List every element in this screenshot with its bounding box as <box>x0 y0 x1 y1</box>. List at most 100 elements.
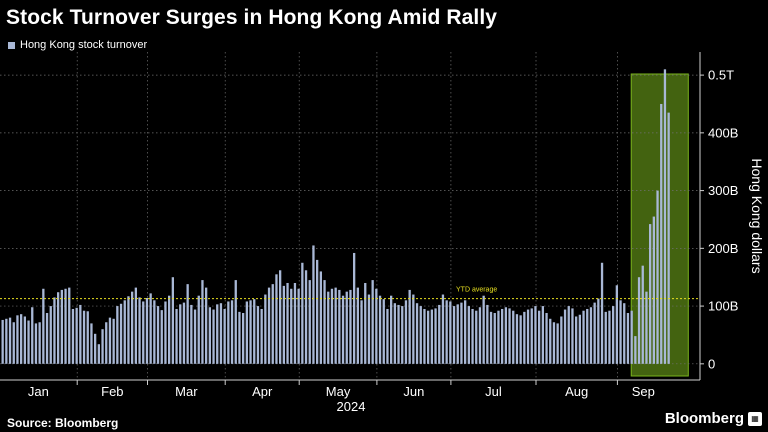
turnover-bar <box>430 309 433 364</box>
turnover-bar <box>182 302 186 364</box>
turnover-bar <box>94 333 97 364</box>
turnover-bar <box>530 308 533 364</box>
y-tick-label: 0.5T <box>708 68 734 83</box>
turnover-bar <box>504 307 507 364</box>
turnover-bar <box>338 289 341 364</box>
bloomberg-terminal-icon: ▦ <box>748 411 762 426</box>
turnover-bar <box>179 304 182 364</box>
turnover-bar <box>53 297 56 364</box>
turnover-bar <box>489 311 493 364</box>
turnover-bar <box>45 313 49 364</box>
turnover-bar <box>64 288 67 364</box>
brand-logo: Bloomberg ▦ <box>665 410 762 427</box>
turnover-bar <box>615 285 618 364</box>
turnover-bar <box>534 306 537 364</box>
turnover-bar <box>419 306 422 364</box>
turnover-bar <box>464 300 467 364</box>
turnover-bar <box>486 304 489 364</box>
turnover-bar <box>223 308 226 364</box>
turnover-bar <box>57 292 60 364</box>
turnover-bar <box>12 322 15 364</box>
turnover-bar <box>478 307 482 364</box>
turnover-bar <box>519 315 522 364</box>
turnover-bar <box>526 309 530 364</box>
turnover-bar <box>201 280 204 364</box>
turnover-bar <box>415 303 419 364</box>
turnover-bar <box>523 311 526 364</box>
turnover-bar <box>264 294 267 364</box>
turnover-bar <box>142 301 145 364</box>
turnover-bar <box>512 310 515 364</box>
turnover-bar <box>567 306 570 364</box>
turnover-bar <box>168 295 171 364</box>
turnover-bar <box>42 288 45 364</box>
turnover-bar <box>290 288 293 364</box>
turnover-bar <box>390 295 393 364</box>
turnover-bar <box>452 306 456 364</box>
turnover-bar <box>382 299 385 364</box>
turnover-bar <box>386 308 389 364</box>
ytd-average-label: YTD average <box>456 287 497 294</box>
turnover-bar <box>238 311 241 364</box>
x-year-label: 2024 <box>337 399 366 414</box>
x-month-label: May <box>326 384 351 399</box>
turnover-bar <box>608 310 611 364</box>
turnover-bar <box>249 300 252 364</box>
turnover-bar <box>571 308 574 364</box>
turnover-bar <box>308 280 311 364</box>
turnover-bar <box>652 216 655 364</box>
turnover-bar <box>356 287 359 364</box>
turnover-bar <box>475 310 478 364</box>
turnover-bar <box>190 304 193 364</box>
turnover-bar <box>245 301 248 364</box>
turnover-bar <box>582 310 585 364</box>
turnover-bar <box>549 318 552 364</box>
turnover-bar <box>134 287 137 364</box>
turnover-bar <box>586 308 589 364</box>
x-month-label: Jul <box>485 384 502 399</box>
turnover-bar <box>131 291 134 364</box>
turnover-bar <box>334 287 337 364</box>
turnover-bar <box>312 245 315 364</box>
turnover-bar <box>16 315 19 364</box>
turnover-bar <box>97 344 100 364</box>
turnover-bar <box>412 294 415 364</box>
turnover-bar <box>541 306 544 364</box>
turnover-bar <box>641 265 644 364</box>
turnover-bar <box>545 313 548 364</box>
turnover-bar <box>68 287 71 364</box>
turnover-bar <box>82 310 86 364</box>
turnover-bar <box>38 322 41 364</box>
turnover-bar <box>127 296 130 364</box>
turnover-bar <box>101 329 104 364</box>
turnover-bar <box>34 323 38 364</box>
turnover-bar <box>234 280 237 364</box>
turnover-bar <box>493 313 496 364</box>
turnover-bar <box>293 282 297 364</box>
turnover-bar <box>397 304 400 364</box>
turnover-bar <box>119 303 123 364</box>
turnover-bar <box>626 313 630 364</box>
turnover-bar <box>427 310 430 364</box>
y-tick-label: 400B <box>708 125 738 140</box>
turnover-bar <box>471 308 474 364</box>
x-month-label: Feb <box>101 384 123 399</box>
turnover-bar <box>267 287 271 364</box>
turnover-bar <box>593 302 596 364</box>
turnover-bar <box>216 304 219 364</box>
turnover-bar <box>1 319 4 364</box>
turnover-bar <box>197 295 200 364</box>
turnover-bar <box>108 317 112 364</box>
turnover-bar <box>623 303 626 364</box>
turnover-bar <box>193 309 197 364</box>
turnover-bar <box>404 300 408 364</box>
turnover-bar <box>445 300 448 364</box>
turnover-bar <box>8 317 12 364</box>
turnover-bar <box>467 306 470 364</box>
turnover-bar <box>256 306 260 364</box>
turnover-bar <box>552 322 556 364</box>
turnover-bar <box>330 288 334 364</box>
turnover-bar <box>508 308 511 364</box>
turnover-bar <box>460 302 463 364</box>
